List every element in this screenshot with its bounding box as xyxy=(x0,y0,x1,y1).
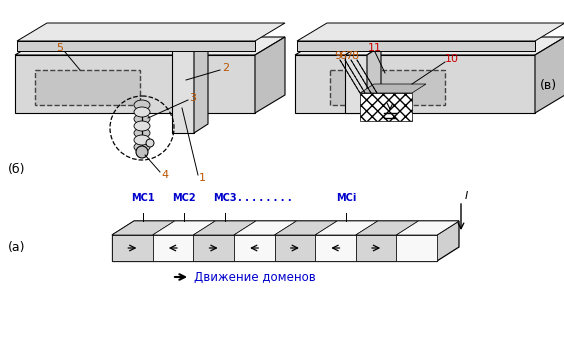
Polygon shape xyxy=(15,55,255,113)
Polygon shape xyxy=(535,37,564,113)
Polygon shape xyxy=(17,41,255,51)
Polygon shape xyxy=(396,235,437,261)
Text: (а): (а) xyxy=(8,242,25,254)
Text: MC3: MC3 xyxy=(213,193,236,203)
Polygon shape xyxy=(315,235,356,261)
Bar xyxy=(360,93,412,121)
Polygon shape xyxy=(437,221,459,261)
Text: 1: 1 xyxy=(199,173,205,183)
Text: 7: 7 xyxy=(345,51,352,61)
Text: 5: 5 xyxy=(56,43,64,53)
Polygon shape xyxy=(17,23,285,41)
Text: MC1: MC1 xyxy=(131,193,155,203)
Polygon shape xyxy=(194,34,208,133)
Polygon shape xyxy=(295,55,535,113)
Ellipse shape xyxy=(134,107,150,117)
Polygon shape xyxy=(275,221,337,235)
Polygon shape xyxy=(255,37,285,113)
Polygon shape xyxy=(153,221,215,235)
Polygon shape xyxy=(297,23,564,41)
Polygon shape xyxy=(112,235,153,261)
Text: (в): (в) xyxy=(540,79,557,92)
Ellipse shape xyxy=(134,135,150,145)
Polygon shape xyxy=(315,221,378,235)
Text: 11: 11 xyxy=(368,43,382,53)
Text: 8: 8 xyxy=(351,51,359,61)
Ellipse shape xyxy=(134,142,150,152)
Circle shape xyxy=(146,139,154,147)
Text: 6: 6 xyxy=(340,51,346,61)
Polygon shape xyxy=(234,221,297,235)
Ellipse shape xyxy=(134,100,150,110)
Text: 2: 2 xyxy=(222,63,230,73)
Bar xyxy=(35,70,140,105)
Ellipse shape xyxy=(134,121,150,131)
Polygon shape xyxy=(172,34,208,43)
Polygon shape xyxy=(234,235,275,261)
Text: 3: 3 xyxy=(190,93,196,103)
Polygon shape xyxy=(112,235,437,261)
Text: 4: 4 xyxy=(161,170,169,180)
Bar xyxy=(330,70,445,105)
Text: Движение доменов: Движение доменов xyxy=(194,270,316,284)
Polygon shape xyxy=(345,55,367,113)
Polygon shape xyxy=(15,37,285,55)
Polygon shape xyxy=(193,235,234,261)
Polygon shape xyxy=(396,221,459,235)
Text: . . . . . . . .: . . . . . . . . xyxy=(239,193,292,203)
Text: I: I xyxy=(465,191,468,201)
Polygon shape xyxy=(356,235,396,261)
Text: 9: 9 xyxy=(334,51,342,61)
Polygon shape xyxy=(360,84,426,93)
Text: (б): (б) xyxy=(8,164,25,176)
Polygon shape xyxy=(297,41,535,51)
Polygon shape xyxy=(345,46,381,55)
Polygon shape xyxy=(367,46,381,113)
Ellipse shape xyxy=(134,114,150,124)
Text: 10: 10 xyxy=(445,54,459,64)
Ellipse shape xyxy=(134,128,150,138)
Polygon shape xyxy=(112,221,175,235)
Polygon shape xyxy=(193,221,256,235)
Polygon shape xyxy=(172,43,194,133)
Circle shape xyxy=(136,146,148,158)
Polygon shape xyxy=(356,221,418,235)
Text: MC2: MC2 xyxy=(172,193,196,203)
Polygon shape xyxy=(295,37,564,55)
Polygon shape xyxy=(153,235,193,261)
Polygon shape xyxy=(275,235,315,261)
Polygon shape xyxy=(112,221,459,235)
Text: MCi: MCi xyxy=(336,193,356,203)
